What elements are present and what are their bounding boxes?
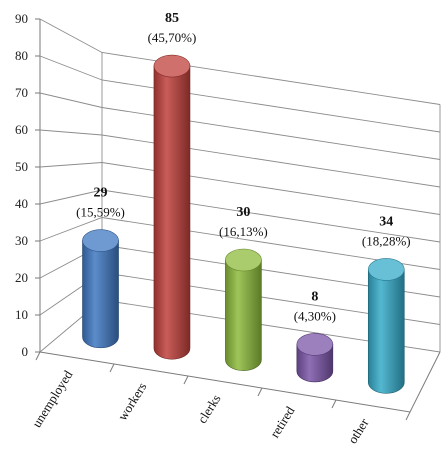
bar-top-other [367, 258, 405, 281]
x-tick-label-unemployed: unemployed [29, 367, 76, 430]
gridline [39, 162, 441, 215]
x-tick-label-other: other [345, 415, 372, 446]
bar-other [367, 269, 405, 394]
value-label-retired: 8 [311, 289, 318, 304]
x-tick-mark [109, 363, 115, 373]
bar-clerks [225, 259, 262, 371]
percent-label-other: (18,28%) [362, 233, 411, 248]
y-tick-label: 70 [15, 85, 28, 100]
x-tick-mark [257, 387, 263, 397]
x-tick-label-retired: retired [267, 403, 298, 440]
bar-top-retired [296, 333, 334, 356]
gridline [39, 217, 441, 270]
value-label-unemployed: 29 [94, 186, 108, 201]
x-tick-mark [331, 399, 337, 409]
y-tick-label: 0 [22, 344, 29, 359]
bar-top-clerks [225, 248, 262, 272]
x-axis: unemployed workers clerks retired other [29, 351, 411, 446]
gridline [39, 18, 441, 105]
y-tick-label: 40 [15, 196, 28, 211]
y-tick-label: 20 [15, 270, 28, 285]
x-tick-label-clerks: clerks [194, 392, 223, 426]
gridline [39, 129, 441, 188]
y-axis: 0 10 20 30 40 50 60 70 80 90 [15, 11, 40, 359]
y-tick-label: 90 [15, 11, 28, 26]
y-tick-label: 60 [15, 122, 28, 137]
y-tick-label: 30 [15, 233, 28, 248]
gridline [39, 55, 441, 133]
bar-top-unemployed [82, 229, 119, 252]
x-tick-mark [183, 375, 189, 385]
gridline [39, 92, 441, 160]
percent-label-clerks: (16,13%) [219, 224, 268, 239]
y-tick-label: 80 [15, 48, 28, 63]
y-tick-label: 10 [15, 307, 28, 322]
x-tick-mark [35, 351, 41, 361]
percent-label-workers: (45,70%) [148, 30, 197, 45]
percent-label-unemployed: (15,59%) [76, 205, 125, 220]
data-labels: 29 (15,59%) 85 (45,70%) 30 (16,13%) 8 (4,30%) 34… [76, 11, 411, 323]
bars [82, 54, 405, 394]
x-tick-label-workers: workers [115, 380, 150, 423]
bar-unemployed [82, 240, 119, 349]
y-tick-label: 50 [15, 159, 28, 174]
bar-top-workers [153, 54, 191, 78]
value-label-other: 34 [379, 214, 393, 229]
bar-workers [153, 65, 191, 360]
percent-label-retired: (4,30%) [294, 308, 336, 323]
value-label-workers: 85 [165, 11, 179, 26]
value-label-clerks: 30 [236, 205, 250, 220]
gridline [39, 189, 441, 243]
x-tick-mark [405, 411, 411, 421]
